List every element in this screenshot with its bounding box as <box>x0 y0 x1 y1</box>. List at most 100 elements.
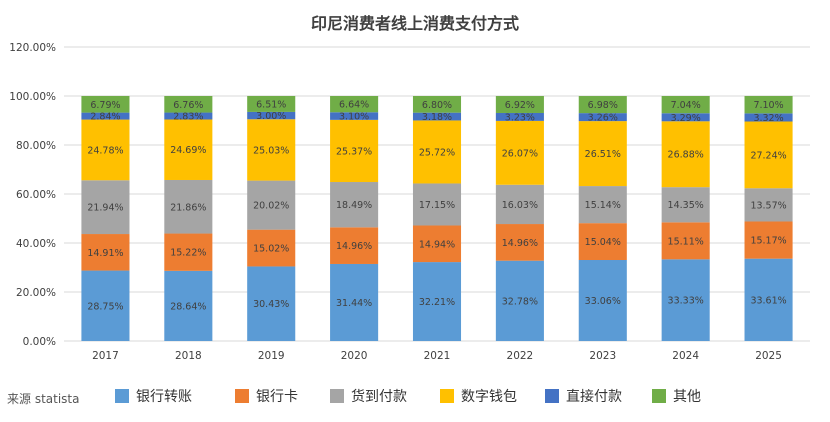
bar-segment <box>247 229 296 267</box>
bar-segment <box>495 184 544 225</box>
bar-segment <box>412 225 462 263</box>
bar-segment <box>412 262 462 341</box>
bar-segment <box>247 95 296 112</box>
legend-label: 银行转账 <box>136 389 192 405</box>
bar-segment <box>744 188 793 222</box>
x-tick-label: 2017 <box>92 350 119 362</box>
data-label: 6.79% <box>90 100 120 111</box>
data-label: 3.26% <box>588 113 618 124</box>
data-label: 28.75% <box>87 301 123 312</box>
bar-segment <box>661 113 710 122</box>
bar-segment <box>744 258 793 341</box>
data-label: 26.07% <box>502 148 538 159</box>
chart-title: 印尼消费者线上消费支付方式 <box>311 14 519 33</box>
x-tick-label: 2024 <box>672 350 699 362</box>
data-label: 33.06% <box>585 296 621 307</box>
x-tick-label: 2022 <box>507 350 534 362</box>
data-label: 15.17% <box>750 236 786 247</box>
data-label: 3.10% <box>339 112 369 123</box>
data-label: 28.64% <box>170 301 206 312</box>
x-tick-label: 2021 <box>424 350 451 362</box>
data-label: 21.86% <box>170 202 206 213</box>
bar-segment <box>744 221 793 259</box>
bar-segment <box>81 270 130 341</box>
data-label: 14.96% <box>336 241 372 252</box>
data-label: 17.15% <box>419 200 455 211</box>
y-tick-label: 120.00% <box>9 42 56 54</box>
bar-segment <box>330 182 379 228</box>
data-label: 21.94% <box>87 203 123 214</box>
data-label: 14.35% <box>668 200 704 211</box>
bar-segment <box>81 119 130 181</box>
bar-segment <box>81 95 130 113</box>
bar-segment <box>330 119 379 183</box>
data-label: 7.10% <box>753 100 783 111</box>
bar-segment <box>661 222 710 260</box>
data-label: 3.29% <box>671 113 701 124</box>
data-label: 3.00% <box>256 111 286 122</box>
legend-swatch <box>235 389 249 403</box>
data-label: 32.78% <box>502 296 538 307</box>
data-label: 13.57% <box>750 200 786 211</box>
bar-segment <box>495 112 544 121</box>
bar-segment <box>744 95 793 114</box>
y-tick-label: 20.00% <box>16 287 56 299</box>
bar-segment <box>164 96 213 113</box>
legend-swatch <box>330 389 344 403</box>
data-label: 25.37% <box>336 146 372 157</box>
x-tick-label: 2025 <box>755 350 782 362</box>
data-label: 26.51% <box>585 149 621 160</box>
legend-swatch <box>115 389 129 403</box>
legend: 银行转账 银行卡 货到付款 数字钱包 直接付款 其他 <box>115 388 701 405</box>
bar-segment <box>578 96 627 114</box>
y-tick-label: 80.00% <box>16 140 56 152</box>
data-label: 6.64% <box>339 100 369 111</box>
legend-swatch <box>652 389 666 403</box>
bar-segment <box>330 263 379 341</box>
data-label: 2.84% <box>90 112 120 123</box>
data-label: 6.76% <box>173 100 203 111</box>
bar-segment <box>661 187 710 223</box>
bar-segment <box>744 121 793 189</box>
bar-segment <box>164 270 213 341</box>
bar-segment <box>247 111 296 120</box>
bar-segment <box>247 266 296 341</box>
legend-label: 直接付款 <box>566 388 622 405</box>
data-label: 3.32% <box>753 113 783 124</box>
y-tick-label: 60.00% <box>16 189 56 201</box>
data-label: 24.69% <box>170 145 206 156</box>
data-label: 7.04% <box>671 100 701 111</box>
x-tick-label: 2018 <box>175 350 202 362</box>
bar-segment <box>81 112 130 120</box>
bar-segment <box>578 186 627 224</box>
data-label: 15.11% <box>668 236 704 247</box>
x-tick-label: 2023 <box>589 350 616 362</box>
data-label: 15.04% <box>585 237 621 248</box>
data-label: 18.49% <box>336 200 372 211</box>
data-label: 33.33% <box>668 296 704 307</box>
data-label: 32.21% <box>419 297 455 308</box>
y-tick-label: 100.00% <box>9 91 56 103</box>
bar-segment <box>661 96 710 114</box>
bar-segment <box>495 120 544 185</box>
data-label: 3.18% <box>422 112 452 123</box>
x-tick-label: 2020 <box>341 350 368 362</box>
legend-label: 其他 <box>673 389 701 405</box>
data-label: 6.80% <box>422 100 452 111</box>
data-label: 3.23% <box>505 112 535 123</box>
data-label: 20.02% <box>253 201 289 212</box>
source-note: 来源 statista <box>7 392 79 406</box>
bar-segment <box>164 179 213 234</box>
bar-segment <box>744 113 793 122</box>
legend-swatch <box>440 389 454 403</box>
data-label: 14.96% <box>502 238 538 249</box>
bar-segment <box>412 96 462 113</box>
bar-segment <box>81 180 130 235</box>
x-axis: 2017 2018 2019 2020 2021 2022 2023 2024 2025 <box>92 350 782 362</box>
bar-segment <box>578 223 627 261</box>
bar-segment <box>164 112 213 120</box>
bar-segment <box>495 224 544 261</box>
data-label: 27.24% <box>750 150 786 161</box>
data-label: 15.02% <box>253 244 289 255</box>
data-label: 30.43% <box>253 299 289 310</box>
